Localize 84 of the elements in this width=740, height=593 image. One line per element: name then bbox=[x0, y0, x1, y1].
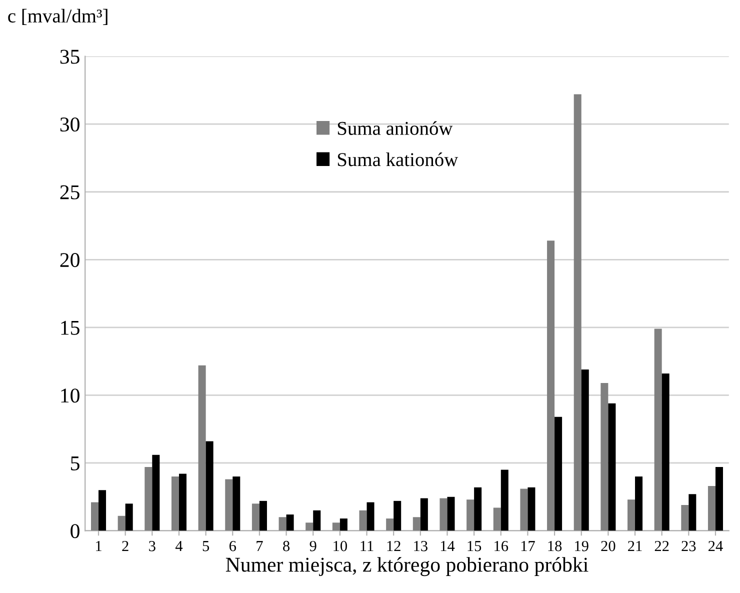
bar bbox=[520, 488, 528, 531]
y-tick-label: 5 bbox=[71, 456, 80, 470]
bar bbox=[654, 328, 662, 531]
bar bbox=[91, 502, 99, 531]
x-tick-label: 14 bbox=[440, 540, 455, 552]
bar bbox=[708, 486, 716, 531]
bar bbox=[688, 494, 696, 531]
x-tick-label: 15 bbox=[468, 540, 482, 552]
bar bbox=[608, 403, 616, 531]
x-tick-label: 9 bbox=[310, 540, 316, 552]
bar bbox=[412, 517, 420, 531]
bar bbox=[662, 374, 670, 531]
bar bbox=[232, 476, 240, 531]
bar bbox=[547, 240, 555, 531]
bar bbox=[500, 470, 508, 531]
bar bbox=[340, 518, 348, 531]
bar bbox=[493, 508, 501, 531]
x-tick-label: 10 bbox=[334, 540, 347, 552]
bar bbox=[581, 369, 589, 531]
bar bbox=[447, 496, 455, 531]
bar bbox=[259, 500, 267, 531]
bar bbox=[466, 500, 474, 531]
y-tick-label: 25 bbox=[60, 185, 80, 200]
bar bbox=[554, 416, 562, 531]
bar bbox=[359, 510, 367, 531]
y-tick-label: 15 bbox=[61, 320, 80, 335]
bar bbox=[394, 500, 402, 531]
bar bbox=[278, 517, 286, 531]
x-tick-label: 18 bbox=[548, 540, 562, 552]
x-tick-label: 1 bbox=[96, 540, 102, 552]
x-tick-label: 4 bbox=[175, 541, 183, 552]
x-tick-label: 11 bbox=[360, 540, 374, 552]
x-tick-label: 3 bbox=[149, 540, 156, 552]
legend-label: Suma anionów bbox=[338, 121, 453, 135]
x-tick-label: 16 bbox=[494, 540, 508, 552]
bar bbox=[635, 476, 643, 531]
bar bbox=[574, 94, 582, 531]
bar bbox=[332, 522, 340, 531]
bar bbox=[152, 454, 160, 531]
y-tick-label: 30 bbox=[60, 117, 80, 132]
x-tick-label: 21 bbox=[628, 540, 642, 552]
bar bbox=[420, 498, 428, 531]
x-tick-label: 7 bbox=[256, 541, 263, 552]
bar bbox=[715, 467, 723, 531]
bar bbox=[628, 500, 636, 531]
x-tick-label: 24 bbox=[708, 540, 723, 552]
bar bbox=[528, 487, 536, 531]
x-tick-label: 8 bbox=[283, 540, 290, 552]
bar bbox=[198, 365, 206, 531]
x-tick-label: 6 bbox=[229, 540, 236, 552]
x-tick-label: 19 bbox=[575, 540, 588, 552]
x-tick-label: 23 bbox=[682, 540, 696, 552]
x-tick-label: 13 bbox=[414, 540, 428, 552]
x-tick-label: 2 bbox=[122, 540, 128, 552]
bar bbox=[178, 474, 186, 531]
x-tick-label: 12 bbox=[387, 540, 400, 552]
bar bbox=[681, 504, 689, 531]
y-axis-title: c [mval/dm³] bbox=[8, 8, 108, 25]
y-tick-label: 35 bbox=[60, 50, 80, 64]
x-tick-label: 22 bbox=[654, 540, 669, 552]
bar bbox=[306, 522, 314, 531]
bar bbox=[252, 504, 260, 531]
legend-label: Suma kationów bbox=[338, 152, 458, 166]
bar bbox=[125, 504, 133, 531]
bar bbox=[206, 441, 214, 531]
bar bbox=[118, 516, 126, 531]
bar bbox=[286, 514, 294, 531]
x-tick-label: 5 bbox=[202, 541, 210, 552]
bar bbox=[313, 510, 321, 531]
bar bbox=[474, 487, 482, 531]
bar bbox=[225, 479, 233, 531]
bar bbox=[366, 502, 374, 531]
bar bbox=[98, 490, 106, 531]
bar bbox=[144, 467, 152, 531]
y-tick-label: 10 bbox=[61, 388, 80, 403]
y-tick-label: 0 bbox=[70, 524, 80, 538]
bar bbox=[386, 518, 394, 531]
x-tick-label: 17 bbox=[521, 540, 535, 552]
x-axis-title: Numer miejsca, z którego pobierano próbki bbox=[226, 557, 588, 576]
bar bbox=[171, 476, 179, 531]
x-tick-label: 20 bbox=[601, 540, 616, 552]
y-tick-label: 20 bbox=[60, 253, 80, 268]
bar bbox=[440, 498, 448, 531]
bar bbox=[600, 382, 608, 531]
